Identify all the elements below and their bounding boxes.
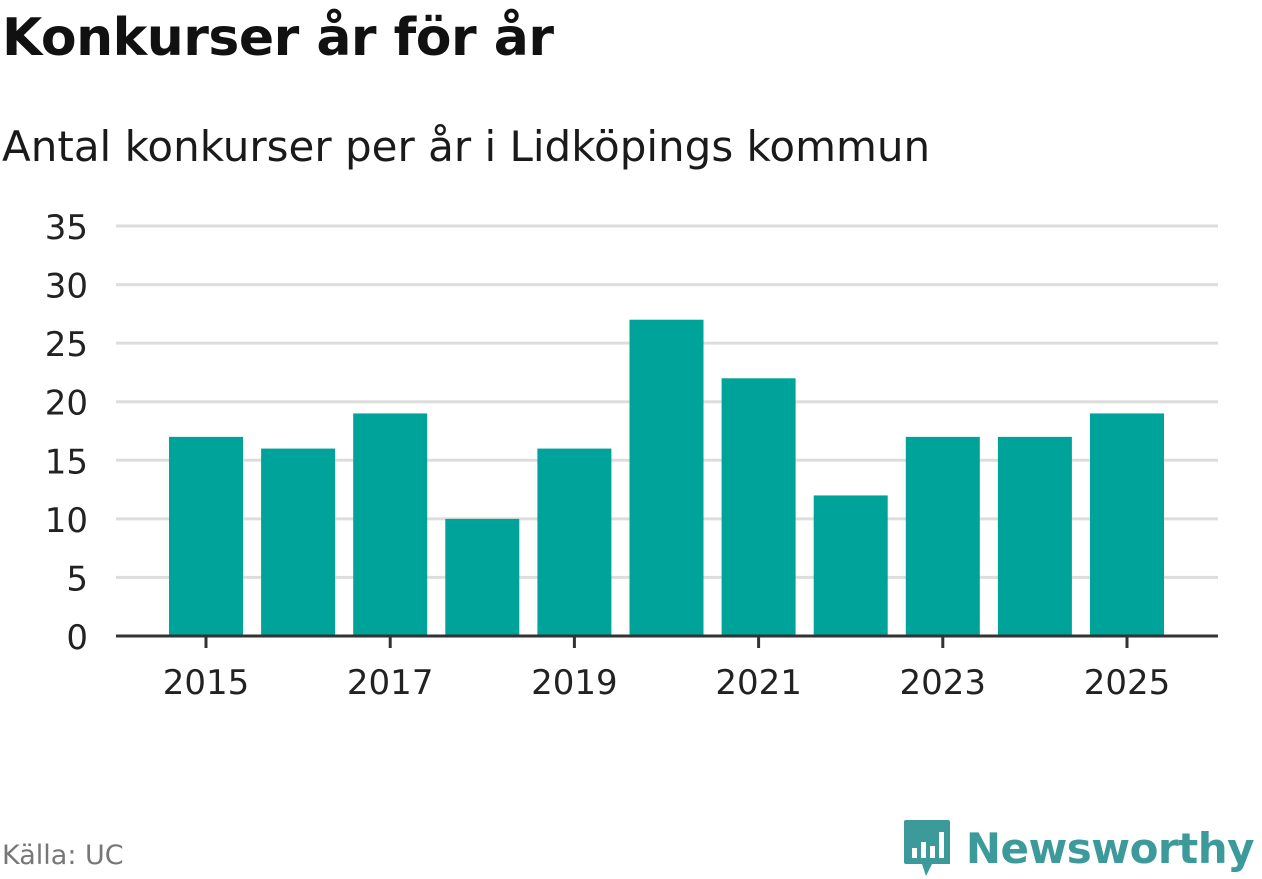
x-tick-label: 2023 [900, 663, 987, 703]
bar-2022 [813, 495, 888, 636]
x-tick-label: 2025 [1084, 663, 1171, 703]
x-tick-label: 2021 [715, 663, 802, 703]
x-tick-label: 2015 [163, 663, 250, 703]
y-tick-label: 30 [45, 267, 88, 307]
x-tick-label: 2019 [531, 663, 618, 703]
bar-2025 [1090, 413, 1164, 636]
bar-2019 [537, 448, 612, 636]
y-tick-label: 0 [66, 618, 88, 658]
chart-subtitle: Antal konkurser per år i Lidköpings komm… [2, 122, 931, 171]
y-tick-label: 5 [66, 559, 88, 599]
x-tick-label: 2017 [347, 663, 434, 703]
chart-title: Konkurser år för år [2, 8, 554, 68]
y-tick-label: 15 [45, 442, 88, 482]
newsworthy-logo-text: Newsworthy [965, 823, 1255, 873]
bar-2017 [353, 413, 428, 636]
y-tick-label: 25 [45, 325, 88, 365]
y-axis-ticks: 0 5 10 15 20 25 30 35 [45, 208, 88, 658]
y-tick-label: 10 [45, 501, 88, 541]
bar-2015 [169, 436, 243, 636]
bars [169, 319, 1164, 636]
bar-2023 [905, 436, 980, 636]
newsworthy-logo-icon [903, 820, 950, 876]
y-tick-label: 35 [45, 208, 88, 248]
bar-2016 [261, 448, 336, 636]
source-note: Källa: UC [2, 840, 124, 871]
bar-2024 [997, 436, 1072, 636]
y-tick-label: 20 [45, 384, 88, 424]
bar-2021 [721, 378, 796, 636]
bar-2020 [629, 319, 704, 636]
x-axis-ticks: 2015 2017 2019 2021 2023 2025 [163, 636, 1171, 703]
newsworthy-logo: Newsworthy [902, 818, 1255, 878]
bar-2018 [445, 518, 520, 636]
